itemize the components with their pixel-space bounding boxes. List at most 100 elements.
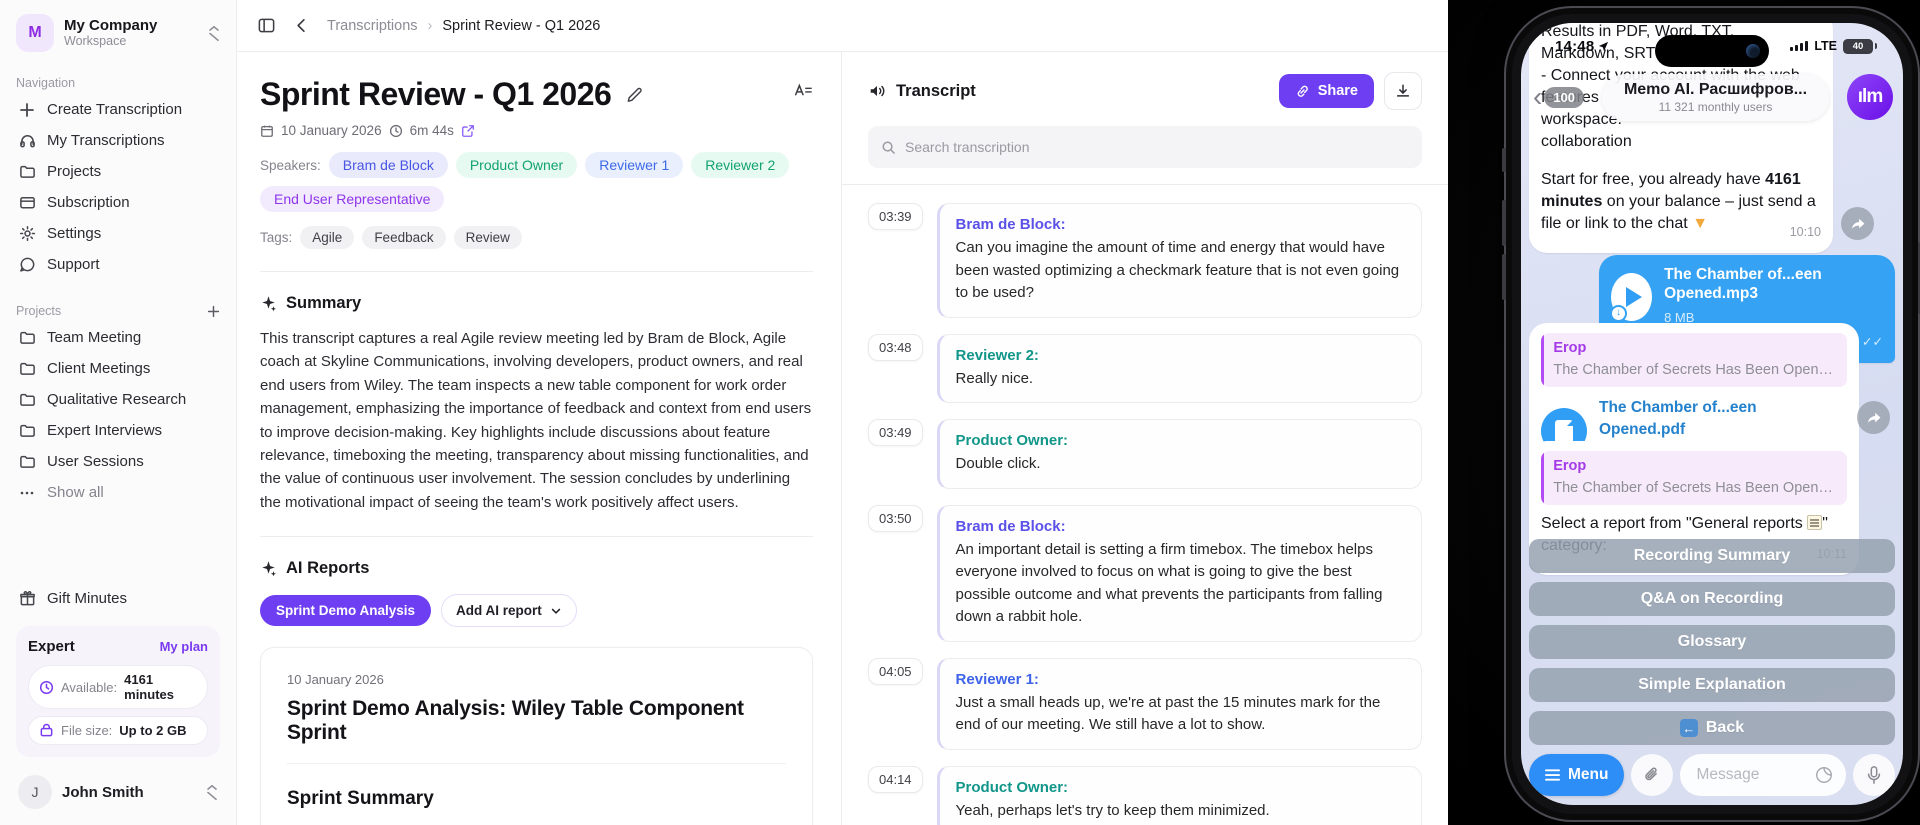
cell-signal-icon xyxy=(1790,41,1809,51)
mic-button[interactable] xyxy=(1853,754,1895,796)
button-back[interactable]: ← Back xyxy=(1529,711,1895,745)
phone-power-button xyxy=(1918,242,1920,314)
forward-arrow-button[interactable] xyxy=(1857,401,1890,434)
sidebar-show-all[interactable]: Show all xyxy=(16,477,220,508)
transcript-card[interactable]: Reviewer 2: Really nice. xyxy=(936,333,1422,403)
message-time: 10:10 xyxy=(1789,225,1821,239)
button-glossary[interactable]: Glossary xyxy=(1529,625,1895,659)
speaker-chip[interactable]: Bram de Block xyxy=(328,152,448,178)
sidebar-project-client-meetings[interactable]: Client Meetings xyxy=(16,353,220,384)
tag-chip[interactable]: Review xyxy=(453,226,522,249)
sidebar-gift-minutes[interactable]: Gift Minutes xyxy=(16,583,220,614)
forward-arrow-button[interactable] xyxy=(1841,207,1874,240)
timestamp-pill[interactable]: 04:05 xyxy=(868,657,923,685)
sidebar-project-expert-interviews[interactable]: Expert Interviews xyxy=(16,415,220,446)
speaker-chip[interactable]: Reviewer 1 xyxy=(585,152,684,178)
unread-badge[interactable]: 100 xyxy=(1544,86,1585,108)
speaker-name: Reviewer 1: xyxy=(955,670,1039,688)
timestamp-pill[interactable]: 03:49 xyxy=(868,419,923,446)
network-type: LTE xyxy=(1814,39,1837,53)
speaker-chip[interactable]: Reviewer 2 xyxy=(691,152,790,178)
chevron-updown-icon[interactable] xyxy=(208,25,220,41)
workspace-switcher[interactable]: M My Company Workspace xyxy=(16,14,220,52)
play-button[interactable]: ↓ xyxy=(1610,272,1653,322)
composer-bar: Menu Message xyxy=(1529,753,1895,797)
speaker-labels-icon[interactable] xyxy=(793,82,813,100)
transcript-entry: 03:50 Bram de Block: An important detail… xyxy=(868,504,1422,642)
sidebar-toggle-button[interactable] xyxy=(257,16,276,35)
sidebar-item-label: Expert Interviews xyxy=(47,422,163,439)
transcript-entry: 03:39 Bram de Block: Can you imagine the… xyxy=(868,203,1422,318)
pointing-down-emoji: ▼ xyxy=(1692,215,1709,232)
report-date: 10 January 2026 xyxy=(287,672,384,688)
timestamp-pill[interactable]: 03:48 xyxy=(868,333,923,361)
phone-mockup: Results in PDF, Word, TXT, Markdown, SRT… xyxy=(1502,6,1920,822)
button-simple-explanation[interactable]: Simple Explanation xyxy=(1529,668,1895,702)
button-qa-on-recording[interactable]: Q&A on Recording xyxy=(1529,582,1895,616)
credit-card-icon xyxy=(18,194,36,211)
sidebar-project-qualitative-research[interactable]: Qualitative Research xyxy=(16,384,220,415)
add-ai-report-button[interactable]: Add AI report xyxy=(441,594,577,628)
doc-date: 10 January 2026 xyxy=(281,123,382,138)
folder-icon xyxy=(18,422,36,439)
plus-icon xyxy=(18,102,36,118)
timestamp-pill[interactable]: 03:39 xyxy=(868,203,923,230)
sidebar-item-label: Team Meeting xyxy=(47,329,142,346)
sidebar-project-team-meeting[interactable]: Team Meeting xyxy=(16,322,220,353)
attach-button[interactable] xyxy=(1631,754,1674,796)
location-arrow-icon xyxy=(1599,41,1609,51)
phone-volume-up-button xyxy=(1502,200,1506,246)
tag-chip[interactable]: Feedback xyxy=(362,226,446,249)
summary-text: This transcript captures a real Agile re… xyxy=(260,330,812,511)
transcript-list[interactable]: 03:39 Bram de Block: Can you imagine the… xyxy=(842,185,1448,825)
tag-chip[interactable]: Agile xyxy=(300,226,355,249)
external-link-icon[interactable] xyxy=(461,124,475,138)
tags-label: Tags: xyxy=(260,230,293,245)
reply-quote[interactable]: Erop The Chamber of Secrets Has Been Ope… xyxy=(1541,451,1847,505)
edit-title-icon[interactable] xyxy=(625,86,644,105)
back-button[interactable] xyxy=(292,16,311,35)
sidebar-item-label: Client Meetings xyxy=(47,360,151,377)
tags-row: Tags: Agile Feedback Review xyxy=(260,226,813,249)
download-button[interactable] xyxy=(1384,72,1422,110)
sidebar-item-support[interactable]: Support xyxy=(16,249,220,280)
folder-icon xyxy=(18,453,36,470)
button-recording-summary[interactable]: Recording Summary xyxy=(1529,539,1895,573)
sidebar-item-settings[interactable]: Settings xyxy=(16,218,220,249)
breadcrumb-current: Sprint Review - Q1 2026 xyxy=(442,17,601,34)
transcript-card[interactable]: Product Owner: Double click. xyxy=(936,419,1422,489)
sidebar-item-my-transcriptions[interactable]: My Transcriptions xyxy=(16,125,220,156)
sidebar-item-subscription[interactable]: Subscription xyxy=(16,187,220,218)
message-input[interactable]: Message xyxy=(1680,754,1846,796)
inline-keyboard: Recording Summary Q&A on Recording Gloss… xyxy=(1529,539,1895,754)
chat-title-pill[interactable]: Memo AI. Расшифров... 11 321 monthly use… xyxy=(1601,73,1830,121)
timestamp-pill[interactable]: 03:50 xyxy=(868,504,923,532)
menu-button[interactable]: Menu xyxy=(1529,754,1625,796)
sticker-icon[interactable] xyxy=(1814,765,1834,785)
transcript-card[interactable]: Reviewer 1: Just a small heads up, we're… xyxy=(936,657,1422,750)
back-chevron-icon[interactable]: ‹ xyxy=(1533,81,1543,112)
speaker-chip[interactable]: End User Representative xyxy=(260,186,445,212)
timestamp-pill[interactable]: 04:14 xyxy=(868,765,923,793)
sidebar-project-user-sessions[interactable]: User Sessions xyxy=(16,446,220,477)
telegram-header: ‹ 100 Memo AI. Расшифров... 11 321 month… xyxy=(1531,67,1893,127)
transcript-card[interactable]: Bram de Block: An important detail is se… xyxy=(936,504,1422,642)
transcript-card[interactable]: Product Owner: Yeah, perhaps let's try t… xyxy=(936,765,1422,825)
folder-icon xyxy=(18,360,36,377)
add-project-icon[interactable] xyxy=(207,305,220,318)
sidebar-item-projects[interactable]: Projects xyxy=(16,156,220,187)
speaker-chip[interactable]: Product Owner xyxy=(455,152,578,178)
utterance-text: Can you imagine the amount of time and e… xyxy=(955,239,1400,301)
user-menu[interactable]: J John Smith xyxy=(16,771,220,813)
share-button[interactable]: Share xyxy=(1278,74,1374,108)
report-tab-sprint-demo-analysis[interactable]: Sprint Demo Analysis xyxy=(260,595,432,627)
transcript-card[interactable]: Bram de Block: Can you imagine the amoun… xyxy=(936,203,1422,318)
reply-quote[interactable]: Erop The Chamber of Secrets Has Been Ope… xyxy=(1541,333,1847,387)
bot-avatar[interactable]: ılm xyxy=(1847,74,1893,120)
sidebar-item-create-transcription[interactable]: Create Transcription xyxy=(16,94,220,125)
my-plan-link[interactable]: My plan xyxy=(159,639,208,654)
pdf-file-row[interactable]: The Chamber of...een Opened.pdf 44,5 KB xyxy=(1541,395,1847,467)
breadcrumb-transcriptions[interactable]: Transcriptions xyxy=(327,17,418,34)
search-input[interactable] xyxy=(905,139,1409,155)
utterance-text: Yeah, perhaps let's try to keep them min… xyxy=(955,801,1270,819)
